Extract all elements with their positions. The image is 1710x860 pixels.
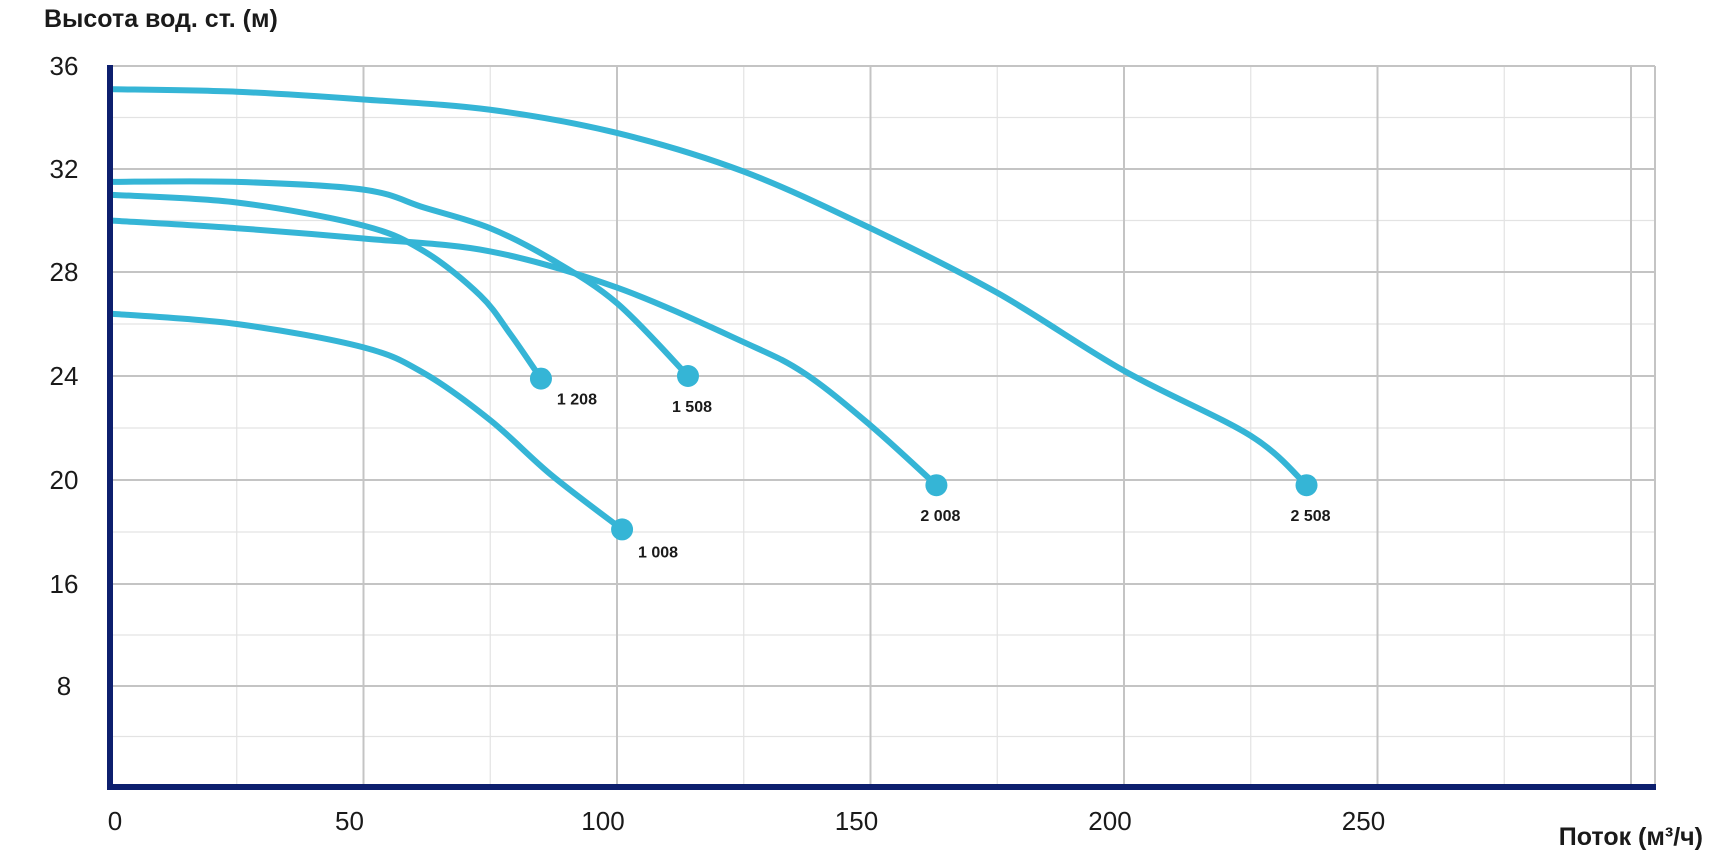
series-end-point-1508 (676, 365, 699, 387)
series-label-2008: 2 008 (920, 508, 960, 525)
series-end-point-2508 (1295, 474, 1318, 497)
tick-labels: 8 16 20 24 28 32 36 0 50 100 150 200 250 (50, 51, 1386, 836)
grid-minor (110, 66, 1655, 787)
series-line-2508 (107, 86, 1310, 489)
x-tick-label: 100 (581, 806, 624, 836)
x-tick-label: 250 (1342, 806, 1385, 836)
y-tick-label: 16 (50, 569, 79, 599)
axes (107, 65, 1656, 790)
series-lines: 1 008 1 208 1 508 2 008 2 508 (107, 86, 1331, 561)
series-line-1008 (107, 310, 626, 533)
y-tick-label: 32 (50, 154, 79, 184)
y-tick-label: 8 (57, 671, 71, 701)
x-tick-label: 50 (335, 806, 364, 836)
x-tick-label: 200 (1088, 806, 1131, 836)
y-tick-label: 20 (50, 465, 79, 495)
series-label-1208: 1 208 (557, 392, 597, 409)
series-line-2008 (107, 217, 940, 489)
y-tick-label: 36 (50, 51, 79, 81)
series-end-point-2008 (925, 474, 948, 497)
series-end-point-1208 (529, 367, 552, 390)
series-end-point-1008 (611, 518, 634, 541)
y-tick-label: 24 (50, 361, 79, 391)
grid-major (110, 65, 1656, 787)
x-axis-label: Поток (м³/ч) (1559, 823, 1703, 851)
x-tick-label: 150 (835, 806, 878, 836)
x-tick-label: 0 (108, 806, 122, 836)
series-label-2508: 2 508 (1290, 508, 1330, 525)
y-axis-label: Высота вод. ст. (м) (44, 5, 278, 33)
series-label-1008: 1 008 (638, 544, 678, 561)
series-label-1508: 1 508 (672, 399, 712, 416)
y-tick-label: 28 (50, 257, 79, 287)
series-line-1508 (107, 178, 691, 379)
